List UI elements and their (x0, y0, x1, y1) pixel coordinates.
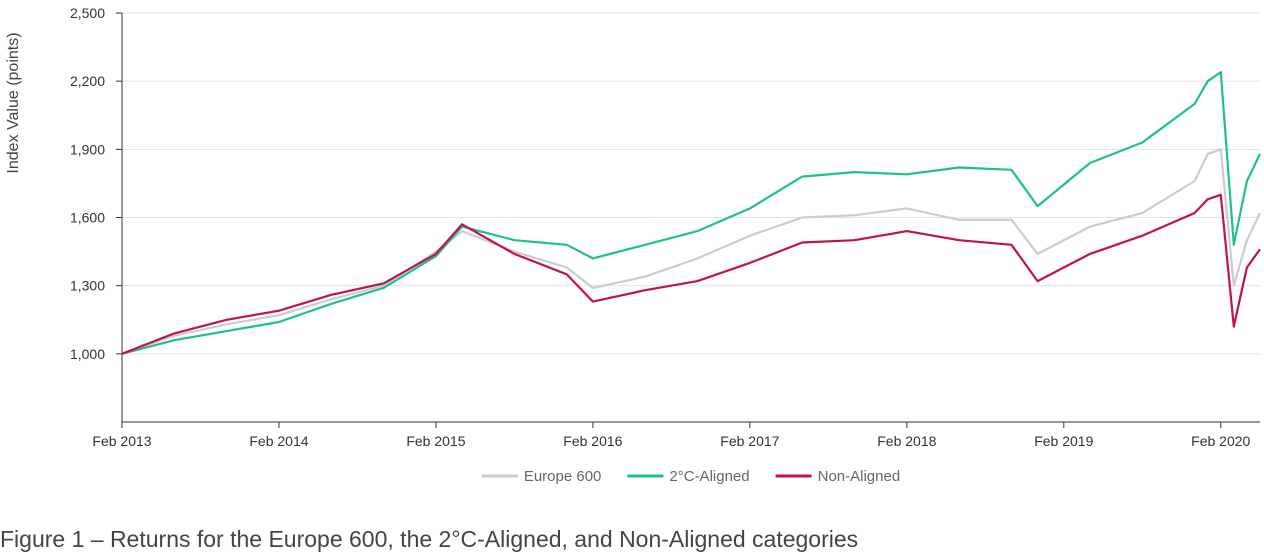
series-line-2 (121, 70, 1261, 355)
y-tick-label: 1,300 (70, 278, 105, 294)
x-tick-label: Feb 2017 (720, 433, 779, 449)
x-tick-label: Feb 2013 (92, 433, 151, 449)
y-axis-label: Index Value (points) (5, 32, 22, 173)
series-line-3 (121, 193, 1261, 355)
y-tick-label: 2,500 (70, 5, 105, 21)
x-axis-ticks: Feb 2013 Feb 2014 Feb 2015 Feb 2016 Feb 2017… (92, 422, 1251, 449)
x-tick-label: Feb 2016 (563, 433, 622, 449)
y-tick-label: 1,900 (70, 141, 105, 157)
y-tick-label: 1,600 (70, 210, 105, 226)
series-line-1 (121, 148, 1261, 355)
x-tick-label: Feb 2015 (406, 433, 465, 449)
y-tick-label: 1,000 (70, 346, 105, 362)
legend: Europe 600 2°C-Aligned Non-Aligned (481, 468, 901, 485)
legend-label-3: Non-Aligned (818, 468, 901, 485)
y-axis-ticks: 1,000 1,300 1,600 1,900 2,200 2,500 (70, 5, 122, 362)
legend-label-1: Europe 600 (524, 468, 602, 485)
legend-label-2: 2°C-Aligned (669, 468, 749, 485)
y-tick-label: 2,200 (70, 73, 105, 89)
series-lines (121, 70, 1261, 355)
x-tick-label: Feb 2020 (1191, 433, 1250, 449)
gridlines (122, 12, 1260, 355)
x-tick-label: Feb 2019 (1034, 433, 1093, 449)
x-tick-label: Feb 2018 (877, 433, 936, 449)
x-tick-label: Feb 2014 (249, 433, 308, 449)
figure-caption: Figure 1 – Returns for the Europe 600, t… (0, 526, 859, 552)
